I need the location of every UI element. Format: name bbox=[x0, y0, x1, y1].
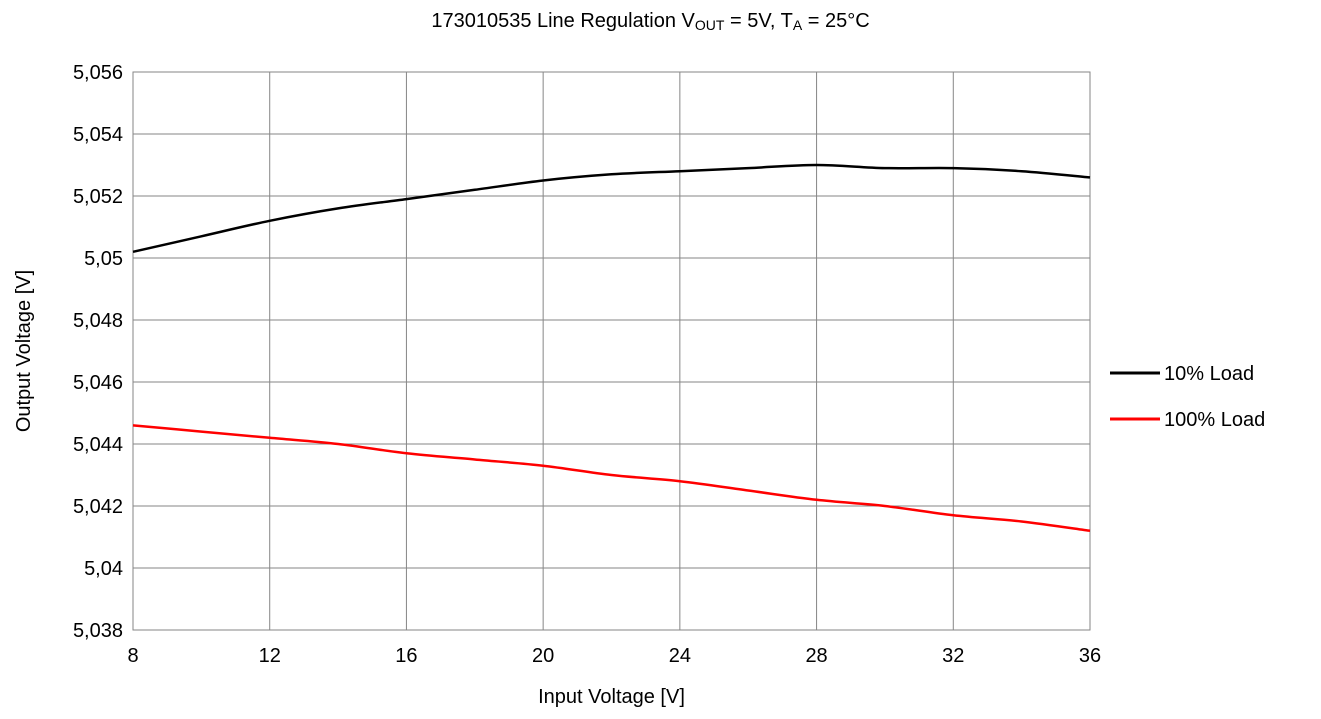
legend-label: 100% Load bbox=[1164, 409, 1265, 431]
y-tick-label: 5,05 bbox=[84, 248, 123, 270]
series-layer bbox=[132, 163, 1091, 533]
legend: 10% Load 100% Load bbox=[1110, 363, 1265, 431]
x-tick-label: 12 bbox=[259, 645, 281, 667]
y-tick-label: 5,038 bbox=[73, 620, 123, 642]
y-tick-label: 5,044 bbox=[73, 434, 123, 456]
x-tick-label: 20 bbox=[532, 645, 554, 667]
y-tick-label: 5,054 bbox=[73, 124, 123, 146]
series-line-10pct-load bbox=[132, 163, 1091, 254]
x-tick-label: 32 bbox=[942, 645, 964, 667]
x-axis-title: Input Voltage [V] bbox=[538, 686, 685, 708]
legend-label: 10% Load bbox=[1164, 363, 1254, 385]
plot-area-frame bbox=[132, 71, 1091, 631]
y-axis-title: Output Voltage [V] bbox=[13, 270, 35, 432]
x-tick-label: 24 bbox=[669, 645, 691, 667]
title-middle: = 5V, T bbox=[724, 10, 793, 32]
series-line-100pct-load bbox=[132, 424, 1091, 533]
x-tick-label: 16 bbox=[395, 645, 417, 667]
chart-title: 173010535 Line Regulation VOUT = 5V, TA … bbox=[0, 10, 1301, 33]
x-tick-label: 8 bbox=[127, 645, 138, 667]
legend-item: 10% Load bbox=[1110, 363, 1254, 385]
y-tick-label: 5,048 bbox=[73, 310, 123, 332]
y-tick-label: 5,042 bbox=[73, 496, 123, 518]
y-tick-label: 5,04 bbox=[84, 558, 123, 580]
legend-item: 100% Load bbox=[1110, 409, 1265, 431]
y-axis-ticks: 5,038 5,04 5,042 5,044 5,046 5,048 5,05 5,052 5,… bbox=[73, 62, 123, 642]
y-tick-label: 5,046 bbox=[73, 372, 123, 394]
x-tick-label: 28 bbox=[805, 645, 827, 667]
x-axis-ticks: 8 12 16 20 24 28 32 36 bbox=[127, 645, 1101, 667]
y-tick-label: 5,052 bbox=[73, 186, 123, 208]
grid bbox=[132, 71, 1091, 631]
title-suffix: = 25°C bbox=[802, 10, 870, 32]
title-sub-a: A bbox=[792, 17, 803, 33]
y-tick-label: 5,056 bbox=[73, 62, 123, 84]
x-tick-label: 36 bbox=[1079, 645, 1101, 667]
title-sub-out: OUT bbox=[694, 17, 725, 33]
title-prefix: 173010535 Line Regulation V bbox=[431, 10, 695, 32]
